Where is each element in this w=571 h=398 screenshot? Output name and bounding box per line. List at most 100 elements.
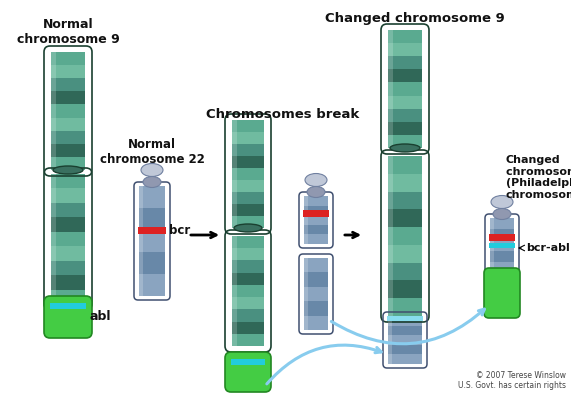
Text: bcr: bcr bbox=[169, 224, 190, 236]
Bar bbox=[388, 227, 422, 245]
Bar bbox=[51, 144, 85, 157]
FancyBboxPatch shape bbox=[44, 296, 92, 338]
Bar bbox=[232, 180, 264, 192]
Bar bbox=[489, 234, 515, 241]
Bar bbox=[51, 188, 85, 203]
Bar bbox=[304, 196, 308, 244]
Bar bbox=[388, 30, 422, 43]
Bar bbox=[388, 96, 422, 109]
Bar bbox=[232, 168, 264, 180]
Bar bbox=[388, 156, 422, 174]
Bar bbox=[51, 117, 85, 131]
Ellipse shape bbox=[491, 195, 513, 209]
Bar bbox=[312, 185, 320, 192]
Bar bbox=[490, 262, 514, 273]
Bar bbox=[388, 69, 422, 82]
Bar bbox=[232, 334, 264, 346]
Bar bbox=[388, 174, 422, 191]
Bar bbox=[232, 120, 237, 228]
Ellipse shape bbox=[53, 166, 83, 174]
Bar bbox=[304, 234, 328, 244]
Bar bbox=[51, 203, 85, 217]
Bar bbox=[303, 210, 329, 217]
Bar bbox=[388, 326, 422, 335]
Ellipse shape bbox=[143, 176, 161, 187]
Bar bbox=[139, 252, 165, 274]
Bar bbox=[51, 246, 85, 261]
Bar bbox=[232, 132, 264, 144]
Bar bbox=[51, 91, 85, 104]
Text: Normal
chromosome 9: Normal chromosome 9 bbox=[17, 18, 119, 46]
Bar bbox=[490, 218, 514, 229]
Bar bbox=[51, 217, 85, 232]
Ellipse shape bbox=[307, 187, 325, 197]
Bar bbox=[232, 192, 264, 204]
Bar bbox=[388, 82, 422, 96]
Bar bbox=[51, 275, 85, 290]
Text: Changed chromosome 9: Changed chromosome 9 bbox=[325, 12, 505, 25]
Bar bbox=[232, 309, 264, 322]
Text: abl: abl bbox=[90, 310, 111, 322]
Bar bbox=[304, 272, 328, 287]
Bar bbox=[232, 120, 264, 132]
Bar bbox=[148, 175, 156, 182]
Bar bbox=[388, 298, 422, 316]
Bar bbox=[51, 104, 85, 117]
Bar bbox=[304, 196, 328, 206]
Bar bbox=[387, 316, 423, 321]
Bar bbox=[51, 174, 85, 188]
Text: Normal
chromosome 22: Normal chromosome 22 bbox=[99, 138, 204, 166]
Bar bbox=[51, 232, 85, 246]
Bar bbox=[388, 43, 422, 56]
Ellipse shape bbox=[234, 224, 262, 232]
Bar bbox=[138, 227, 166, 234]
Bar bbox=[232, 204, 264, 216]
Bar bbox=[388, 135, 422, 148]
FancyBboxPatch shape bbox=[484, 268, 520, 318]
Bar bbox=[304, 316, 328, 330]
Ellipse shape bbox=[141, 164, 163, 176]
Bar bbox=[139, 208, 165, 230]
Bar bbox=[388, 56, 422, 69]
Bar bbox=[304, 225, 328, 234]
Bar bbox=[490, 229, 514, 240]
Text: Chromosomes break: Chromosomes break bbox=[206, 108, 360, 121]
Bar bbox=[139, 274, 165, 296]
Bar bbox=[50, 303, 86, 309]
Bar bbox=[388, 30, 393, 148]
Bar bbox=[388, 122, 422, 135]
Bar bbox=[388, 156, 393, 316]
Bar bbox=[232, 285, 264, 297]
Bar bbox=[490, 251, 514, 262]
Text: Changed
chromosome 22
(Philadelphia
chromosome): Changed chromosome 22 (Philadelphia chro… bbox=[506, 155, 571, 200]
Bar bbox=[232, 322, 264, 334]
Bar bbox=[388, 245, 422, 263]
Bar bbox=[232, 297, 264, 309]
Bar bbox=[232, 273, 264, 285]
Text: bcr-abl: bcr-abl bbox=[526, 243, 570, 253]
Bar bbox=[304, 258, 328, 272]
Bar bbox=[232, 216, 264, 228]
Bar bbox=[51, 290, 85, 304]
Bar bbox=[388, 109, 422, 122]
Bar bbox=[388, 281, 422, 298]
Bar bbox=[304, 287, 328, 301]
Bar bbox=[51, 174, 56, 304]
Bar bbox=[388, 209, 422, 227]
Bar bbox=[51, 52, 85, 65]
Bar bbox=[51, 131, 85, 144]
Ellipse shape bbox=[305, 174, 327, 187]
Bar bbox=[232, 236, 264, 248]
Bar bbox=[304, 258, 308, 330]
Bar bbox=[232, 156, 264, 168]
Bar bbox=[388, 354, 422, 364]
Bar bbox=[232, 260, 264, 273]
Bar bbox=[139, 186, 143, 296]
Bar bbox=[490, 218, 494, 273]
Bar bbox=[498, 207, 506, 214]
Bar bbox=[388, 316, 422, 326]
Bar bbox=[388, 263, 422, 281]
Ellipse shape bbox=[493, 209, 511, 220]
Bar bbox=[51, 78, 85, 91]
Bar bbox=[304, 301, 328, 316]
